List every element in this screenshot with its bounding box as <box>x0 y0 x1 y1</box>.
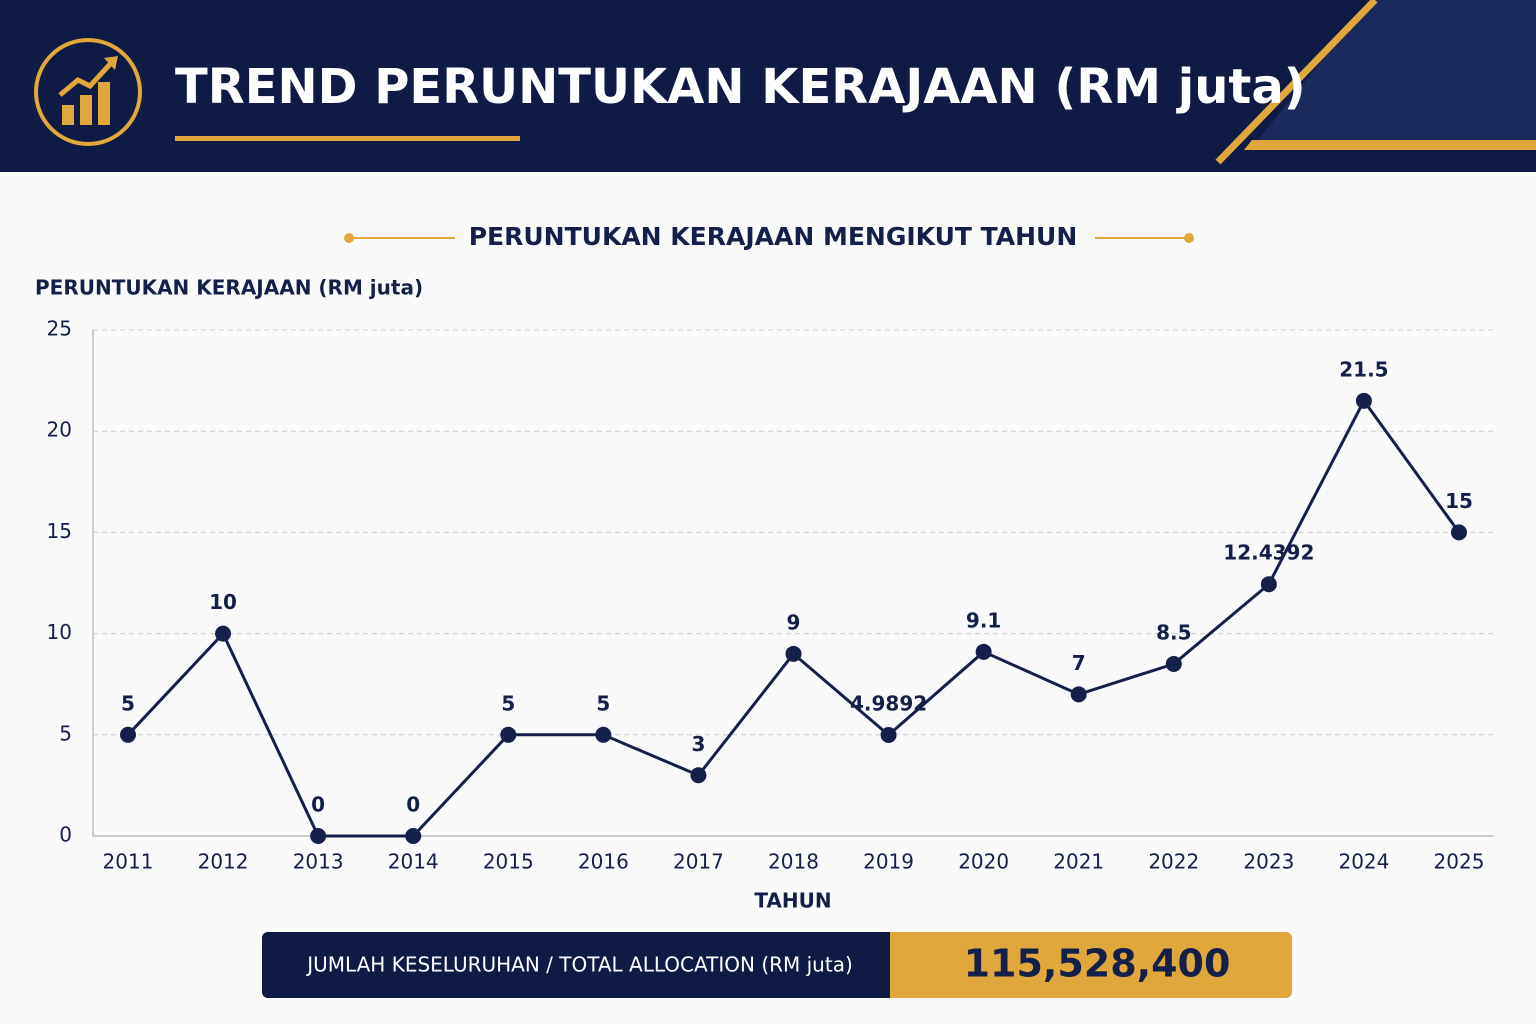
total-label: JUMLAH KESELURUHAN / TOTAL ALLOCATION (R… <box>305 953 853 977</box>
x-tick-label: 2012 <box>198 850 249 874</box>
point <box>500 726 517 743</box>
x-tick-label: 2021 <box>1053 850 1104 874</box>
chart-icon <box>58 56 118 125</box>
data-label: 3 <box>691 732 705 756</box>
x-tick-label: 2013 <box>293 850 344 874</box>
data-label: 9.1 <box>966 608 1001 632</box>
x-tick-label: 2014 <box>388 850 439 874</box>
chart-title: PERUNTUKAN KERAJAAN MENGIKUT TAHUN <box>469 222 1078 251</box>
y-tick-label: 5 <box>59 721 72 745</box>
data-label: 5 <box>501 691 515 715</box>
x-tick-label: 2023 <box>1243 850 1294 874</box>
x-tick-label: 2015 <box>483 850 534 874</box>
data-label: 7 <box>1072 651 1086 675</box>
y-tick-label: 15 <box>47 519 72 543</box>
data-label: 5 <box>121 691 135 715</box>
header-title: TREND PERUNTUKAN KERAJAAN (RM juta) <box>175 59 1306 115</box>
data-label: 21.5 <box>1339 357 1388 381</box>
point <box>595 726 612 743</box>
x-axis-label: TAHUN <box>754 889 831 913</box>
x-tick-label: 2025 <box>1434 850 1485 874</box>
data-label: 15 <box>1445 489 1473 513</box>
gold-diagonal <box>1215 0 1378 165</box>
data-label: 8.5 <box>1156 620 1191 644</box>
header-accent <box>1250 0 1536 150</box>
icon-ring <box>34 38 142 146</box>
x-tick-label: 2017 <box>673 850 724 874</box>
y-axis-label: PERUNTUKAN KERAJAAN (RM juta) <box>35 276 423 300</box>
data-label: 0 <box>406 793 420 817</box>
point <box>120 726 136 743</box>
data-label: 12.4392 <box>1223 541 1314 565</box>
y-tick-label: 25 <box>47 317 72 341</box>
data-label: 4.9892 <box>850 692 927 716</box>
gold-strip <box>1244 140 1536 150</box>
point <box>405 828 422 844</box>
x-tick-label: 2011 <box>103 850 154 874</box>
point <box>215 625 232 642</box>
data-label: 5 <box>596 691 610 715</box>
point <box>690 767 707 784</box>
y-tick-label: 0 <box>59 823 72 847</box>
x-tick-label: 2022 <box>1148 850 1199 874</box>
point <box>1451 524 1467 541</box>
total-label-box <box>262 932 890 998</box>
x-tick-label: 2018 <box>768 850 819 874</box>
title-ornament-dot <box>1184 233 1194 243</box>
title-underline <box>175 136 520 141</box>
title-ornament-dot <box>344 233 354 243</box>
y-tick-label: 20 <box>47 418 72 442</box>
total-value: 115,528,400 <box>964 942 1231 986</box>
x-tick-label: 2019 <box>863 850 914 874</box>
point <box>310 828 327 844</box>
x-tick-label: 2024 <box>1338 850 1389 874</box>
point <box>1070 686 1087 703</box>
data-label: 9 <box>787 610 801 634</box>
point <box>1355 392 1372 409</box>
point <box>1165 655 1182 672</box>
y-tick-label: 10 <box>47 620 72 644</box>
x-tick-label: 2020 <box>958 850 1009 874</box>
data-label: 0 <box>311 793 325 817</box>
data-label: 10 <box>209 590 237 614</box>
point <box>1260 576 1277 593</box>
point <box>975 643 992 660</box>
point <box>785 645 802 662</box>
point <box>880 727 897 744</box>
x-tick-label: 2016 <box>578 850 629 874</box>
